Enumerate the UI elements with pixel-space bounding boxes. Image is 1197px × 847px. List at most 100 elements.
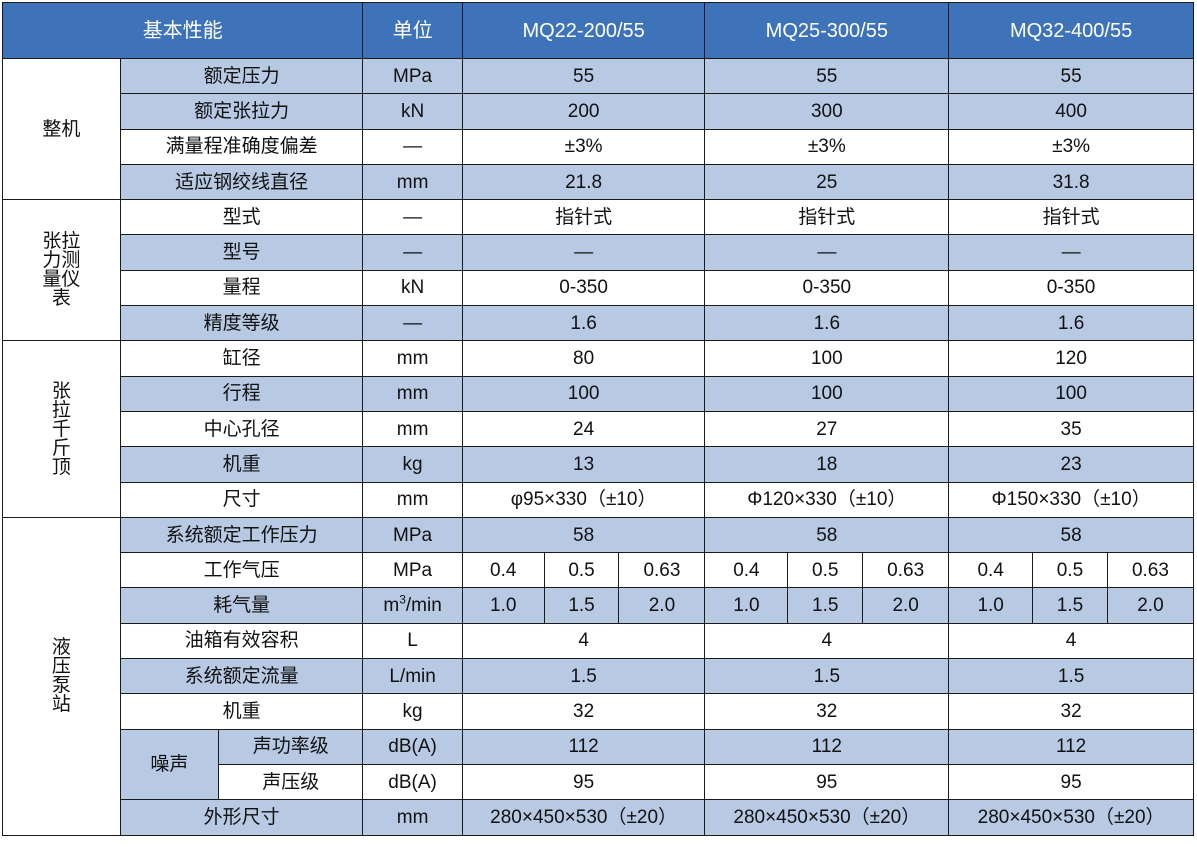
cell-value: 4 — [704, 622, 950, 660]
cell-value: 25 — [704, 163, 950, 201]
cell-value: 1.0 — [948, 587, 1034, 624]
row-unit: m3/min — [362, 587, 463, 624]
cell-value: 95 — [461, 763, 706, 801]
table-row: 适应钢绞线直径 mm 21.8 25 31.8 — [3, 163, 1194, 201]
cell-value: 4 — [461, 622, 706, 660]
row-label: 机重 — [119, 446, 364, 483]
row-label: 外形尺寸 — [119, 799, 364, 836]
row-label: 型号 — [119, 234, 364, 271]
unit-superscript: 3 — [399, 592, 406, 607]
cell-value: 0.5 — [543, 552, 620, 589]
cell-value: ±3% — [461, 128, 706, 165]
cell-value: 120 — [948, 340, 1194, 377]
cell-value: 35 — [948, 410, 1194, 448]
group-pump: 液压泵站 — [2, 516, 121, 836]
cell-value: 280×450×530（±20） — [461, 799, 706, 836]
group-label: 整机 — [42, 118, 81, 140]
table-row: 机重 kg 13 18 23 — [3, 446, 1194, 483]
row-unit: kN — [362, 93, 463, 130]
cell-value: 1.6 — [461, 305, 706, 342]
row-label: 声功率级 — [218, 728, 364, 765]
row-unit: mm — [362, 410, 463, 448]
row-unit: mm — [362, 481, 463, 518]
table-row: 油箱有效容积 L 4 4 4 — [3, 622, 1194, 660]
cell-value: 4 — [948, 622, 1194, 660]
cell-value: — — [704, 234, 950, 271]
table-row: 外形尺寸 mm 280×450×530（±20） 280×450×530（±20… — [3, 799, 1194, 836]
cell-value: 18 — [704, 446, 950, 483]
cell-value: 24 — [461, 410, 706, 448]
group-label: 张拉千斤顶 — [51, 380, 71, 478]
cell-value: 0-350 — [704, 269, 950, 307]
cell-value: 13 — [461, 446, 706, 483]
header-performance: 基本性能 — [1, 2, 364, 59]
row-label: 型式 — [119, 199, 364, 236]
cell-value: 1.5 — [461, 658, 706, 695]
cell-value: 32 — [704, 693, 950, 730]
header-model: MQ22-200/55 — [461, 2, 706, 59]
row-label: 适应钢绞线直径 — [119, 163, 364, 201]
header-row: 基本性能 单位 MQ22-200/55 MQ25-300/55 MQ32-400… — [1, 2, 1194, 59]
cell-value: 80 — [461, 340, 706, 377]
cell-value: 32 — [461, 693, 706, 730]
row-label: 尺寸 — [119, 481, 364, 518]
cell-value: Φ150×330（±10） — [948, 481, 1194, 518]
table-row: 系统额定流量 L/min 1.5 1.5 1.5 — [3, 658, 1194, 695]
table-row: 量程 kN 0-350 0-350 0-350 — [3, 269, 1194, 307]
cell-value: 2.0 — [1106, 587, 1195, 624]
cell-value: 0-350 — [461, 269, 706, 307]
cell-value: 1.0 — [704, 587, 789, 624]
cell-value: 1.5 — [787, 587, 864, 624]
row-unit: mm — [362, 163, 463, 201]
row-unit: MPa — [362, 57, 463, 95]
cell-value: 27 — [704, 410, 950, 448]
cell-value: — — [461, 234, 706, 271]
row-unit: kg — [362, 446, 463, 483]
row-unit: dB(A) — [362, 728, 463, 765]
cell-value: 58 — [704, 516, 950, 554]
table-row: 整机 额定压力 MPa 55 55 55 — [2, 57, 1194, 201]
row-label: 额定压力 — [119, 57, 364, 95]
cell-value: 1.0 — [461, 587, 545, 624]
cell-value: 58 — [948, 516, 1194, 554]
cell-value: 0-350 — [948, 269, 1194, 307]
table-row: 满量程准确度偏差 — ±3% ±3% ±3% — [3, 128, 1194, 165]
header-model: MQ32-400/55 — [948, 2, 1194, 59]
cell-value: — — [948, 234, 1194, 271]
row-label: 中心孔径 — [119, 410, 364, 448]
cell-value: 指针式 — [461, 199, 706, 236]
row-label: 系统额定流量 — [119, 658, 364, 695]
cell-value: 0.4 — [948, 552, 1034, 589]
row-label: 耗气量 — [119, 587, 364, 624]
row-label: 机重 — [119, 693, 364, 730]
cell-value: 1.6 — [948, 305, 1194, 342]
row-unit: mm — [362, 799, 463, 836]
cell-value: 112 — [461, 728, 706, 765]
cell-value: 0.5 — [787, 552, 864, 589]
cell-value: 0.4 — [704, 552, 789, 589]
cell-value: 58 — [461, 516, 706, 554]
cell-value: 100 — [704, 375, 950, 412]
row-unit: dB(A) — [362, 763, 463, 801]
cell-value: 0.4 — [461, 552, 545, 589]
header-unit: 单位 — [362, 2, 463, 59]
table-row: 型号 — — — — — [3, 234, 1194, 271]
row-label: 精度等级 — [119, 305, 364, 342]
group-machine: 整机 — [2, 57, 121, 201]
cell-value: 100 — [461, 375, 706, 412]
cell-value: 1.5 — [704, 658, 950, 695]
cell-value: 95 — [948, 763, 1194, 801]
table-row: 工作气压 MPa 0.4 0.5 0.63 0.4 0.5 0.63 0.4 0… — [3, 552, 1195, 589]
row-unit: L/min — [362, 658, 463, 695]
row-label: 声压级 — [218, 763, 364, 801]
table-row: 额定张拉力 kN 200 300 400 — [3, 93, 1194, 130]
cell-value: ±3% — [948, 128, 1194, 165]
group-gauge: 张拉力测量仪表 — [2, 199, 121, 342]
cell-value: 2.0 — [618, 587, 706, 624]
row-unit: MPa — [362, 552, 463, 589]
cell-value: 21.8 — [461, 163, 706, 201]
table-row: 中心孔径 mm 24 27 35 — [3, 410, 1194, 448]
cell-value: 0.63 — [862, 552, 950, 589]
cell-value: 300 — [704, 93, 950, 130]
row-unit: kg — [362, 693, 463, 730]
